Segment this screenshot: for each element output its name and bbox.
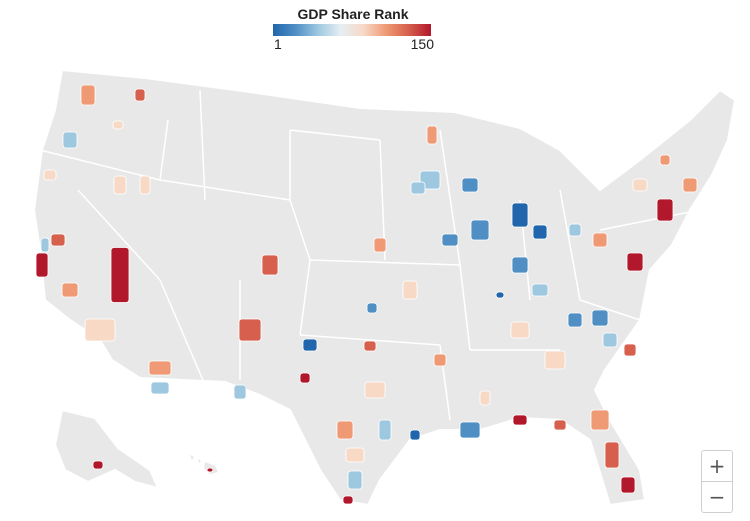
legend-min-label: 1 <box>274 36 282 52</box>
metro-area[interactable] <box>461 177 479 193</box>
metro-area[interactable] <box>139 175 151 195</box>
legend-max-label: 150 <box>410 36 434 52</box>
metro-area[interactable] <box>532 224 548 240</box>
legend-color-scale <box>273 24 431 36</box>
metro-area[interactable] <box>373 237 387 253</box>
metro-area[interactable] <box>632 178 648 192</box>
plus-icon: + <box>708 454 726 478</box>
metro-area[interactable] <box>470 219 490 241</box>
legend-labels: 1 150 <box>268 36 438 52</box>
zoom-in-button[interactable]: + <box>702 451 732 481</box>
metro-area[interactable] <box>620 476 636 494</box>
metro-area[interactable] <box>510 321 530 339</box>
metro-area[interactable] <box>35 252 49 278</box>
metro-area[interactable] <box>40 237 50 253</box>
metro-area[interactable] <box>345 447 365 463</box>
metro-area[interactable] <box>113 175 127 195</box>
metro-area[interactable] <box>459 421 481 439</box>
metro-area[interactable] <box>410 181 426 195</box>
metro-area[interactable] <box>92 460 104 470</box>
metro-area[interactable] <box>479 390 491 406</box>
metro-area[interactable] <box>206 467 214 473</box>
metro-area[interactable] <box>567 312 583 328</box>
metro-area[interactable] <box>511 256 529 274</box>
metro-area[interactable] <box>110 247 130 303</box>
legend: GDP Share Rank 1 150 <box>268 4 438 52</box>
metro-area[interactable] <box>134 88 146 102</box>
metro-area[interactable] <box>112 120 124 130</box>
alaska <box>53 408 160 490</box>
metro-area[interactable] <box>302 338 318 352</box>
metro-area[interactable] <box>426 125 438 145</box>
metro-area[interactable] <box>591 309 609 327</box>
metro-area[interactable] <box>511 202 529 228</box>
metro-area[interactable] <box>50 233 66 247</box>
metro-area[interactable] <box>43 169 57 181</box>
metro-area[interactable] <box>378 419 392 441</box>
metro-area[interactable] <box>347 470 363 490</box>
metro-area[interactable] <box>682 177 698 193</box>
metro-area[interactable] <box>366 302 378 314</box>
metro-area[interactable] <box>441 233 459 247</box>
legend-title: GDP Share Rank <box>297 6 409 22</box>
zoom-out-button[interactable]: − <box>702 481 732 512</box>
metro-area[interactable] <box>659 154 671 166</box>
metro-area[interactable] <box>233 384 247 400</box>
metro-area[interactable] <box>590 409 610 431</box>
metro-area[interactable] <box>299 372 311 384</box>
metro-areas-layer <box>35 84 698 505</box>
hawaii <box>190 455 218 474</box>
metro-area[interactable] <box>602 332 618 348</box>
metro-area[interactable] <box>592 232 608 248</box>
metro-area[interactable] <box>531 283 549 297</box>
metro-area[interactable] <box>342 495 354 505</box>
metro-area[interactable] <box>261 254 279 276</box>
metro-area[interactable] <box>364 381 386 399</box>
metro-area[interactable] <box>544 350 566 370</box>
metro-area[interactable] <box>626 252 644 272</box>
state-borders <box>39 89 701 421</box>
metro-area[interactable] <box>433 353 447 367</box>
metro-area[interactable] <box>604 441 620 469</box>
metro-area[interactable] <box>238 318 262 342</box>
metro-area[interactable] <box>61 282 79 298</box>
metro-area[interactable] <box>495 291 505 299</box>
metro-area[interactable] <box>656 198 674 222</box>
metro-area[interactable] <box>148 360 172 376</box>
minus-icon: − <box>708 485 726 509</box>
metro-area[interactable] <box>623 343 637 357</box>
metro-area[interactable] <box>568 223 582 237</box>
metro-area[interactable] <box>84 318 116 342</box>
metro-area[interactable] <box>336 420 354 440</box>
metro-area[interactable] <box>80 84 96 106</box>
zoom-control: + − <box>701 450 733 513</box>
metro-area[interactable] <box>402 280 418 300</box>
metro-area[interactable] <box>553 419 567 431</box>
metro-area[interactable] <box>409 429 421 441</box>
metro-area[interactable] <box>62 131 78 149</box>
metro-area[interactable] <box>512 414 528 426</box>
metro-area[interactable] <box>363 340 377 352</box>
metro-area[interactable] <box>150 381 170 395</box>
contiguous-us <box>32 68 737 507</box>
